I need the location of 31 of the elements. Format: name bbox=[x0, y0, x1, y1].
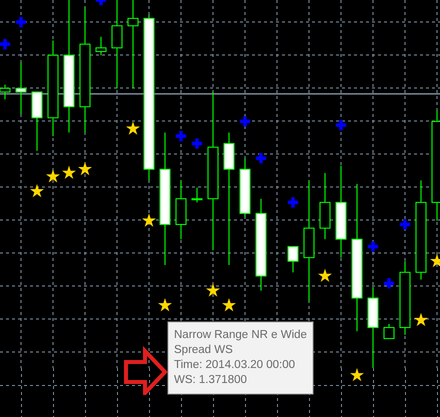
point bbox=[400, 219, 410, 230]
annotation: Time: 2014.03.20 00:00 bbox=[174, 359, 296, 371]
point bbox=[256, 153, 266, 164]
point bbox=[142, 213, 156, 227]
point bbox=[336, 120, 346, 130]
point bbox=[384, 278, 394, 289]
candlestick bbox=[96, 36, 106, 56]
point bbox=[240, 116, 250, 127]
point bbox=[16, 16, 26, 28]
point bbox=[176, 130, 186, 142]
candlestick bbox=[288, 246, 298, 273]
candlestick bbox=[192, 187, 202, 203]
point bbox=[30, 184, 44, 198]
candlestick bbox=[16, 62, 26, 115]
point bbox=[206, 283, 220, 297]
point bbox=[222, 298, 236, 312]
point bbox=[78, 162, 92, 176]
point bbox=[288, 197, 298, 208]
text: WS: 1.371800 bbox=[174, 374, 247, 386]
point bbox=[318, 268, 332, 282]
point bbox=[368, 241, 378, 252]
point bbox=[62, 166, 76, 179]
point bbox=[192, 138, 202, 149]
point bbox=[158, 298, 172, 312]
point bbox=[414, 312, 428, 326]
annotation: Narrow Range NR e Wide Spread WS bbox=[174, 329, 307, 356]
point bbox=[350, 368, 364, 382]
point bbox=[46, 169, 60, 183]
candlestick bbox=[384, 323, 394, 340]
point bbox=[0, 38, 10, 50]
point bbox=[126, 121, 140, 135]
